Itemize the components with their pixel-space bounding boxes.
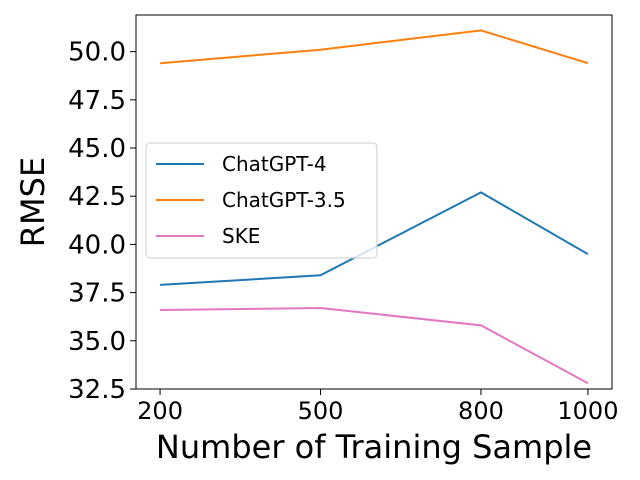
y-tick-label: 45.0 [68, 134, 126, 164]
y-tick-label: 40.0 [68, 230, 126, 260]
series-line-ske [160, 306, 589, 385]
legend-label: ChatGPT-3.5 [222, 188, 346, 212]
x-tick-label: 800 [458, 397, 504, 425]
x-tick-label: 1000 [557, 397, 618, 425]
plot-area-frame [135, 14, 613, 390]
y-tick-label: 42.5 [68, 182, 126, 212]
legend-label: SKE [222, 224, 260, 248]
legend-label: ChatGPT-4 [222, 152, 327, 176]
series-line-chatgpt-4 [160, 191, 589, 286]
y-tick-label: 47.5 [68, 86, 126, 116]
x-axis-label: Number of Training Sample [156, 428, 592, 466]
series-layer [160, 29, 589, 385]
legend: ChatGPT-4 ChatGPT-3.5 SKE [145, 142, 378, 259]
y-tick-label: 37.5 [68, 279, 126, 309]
x-tick-label: 200 [137, 397, 183, 425]
legend-box [145, 142, 378, 259]
series-line-chatgpt-3-5 [160, 29, 589, 65]
y-tick-label: 32.5 [68, 375, 126, 405]
x-axis-ticks: 200 500 800 1000 [137, 389, 618, 425]
y-tick-label: 35.0 [68, 327, 126, 357]
x-tick-label: 500 [298, 397, 344, 425]
y-axis-label: RMSE [14, 157, 52, 247]
y-axis-ticks: 32.5 35.0 37.5 40.0 42.5 45.0 47.5 50.0 [68, 38, 136, 405]
y-tick-label: 50.0 [68, 38, 126, 68]
